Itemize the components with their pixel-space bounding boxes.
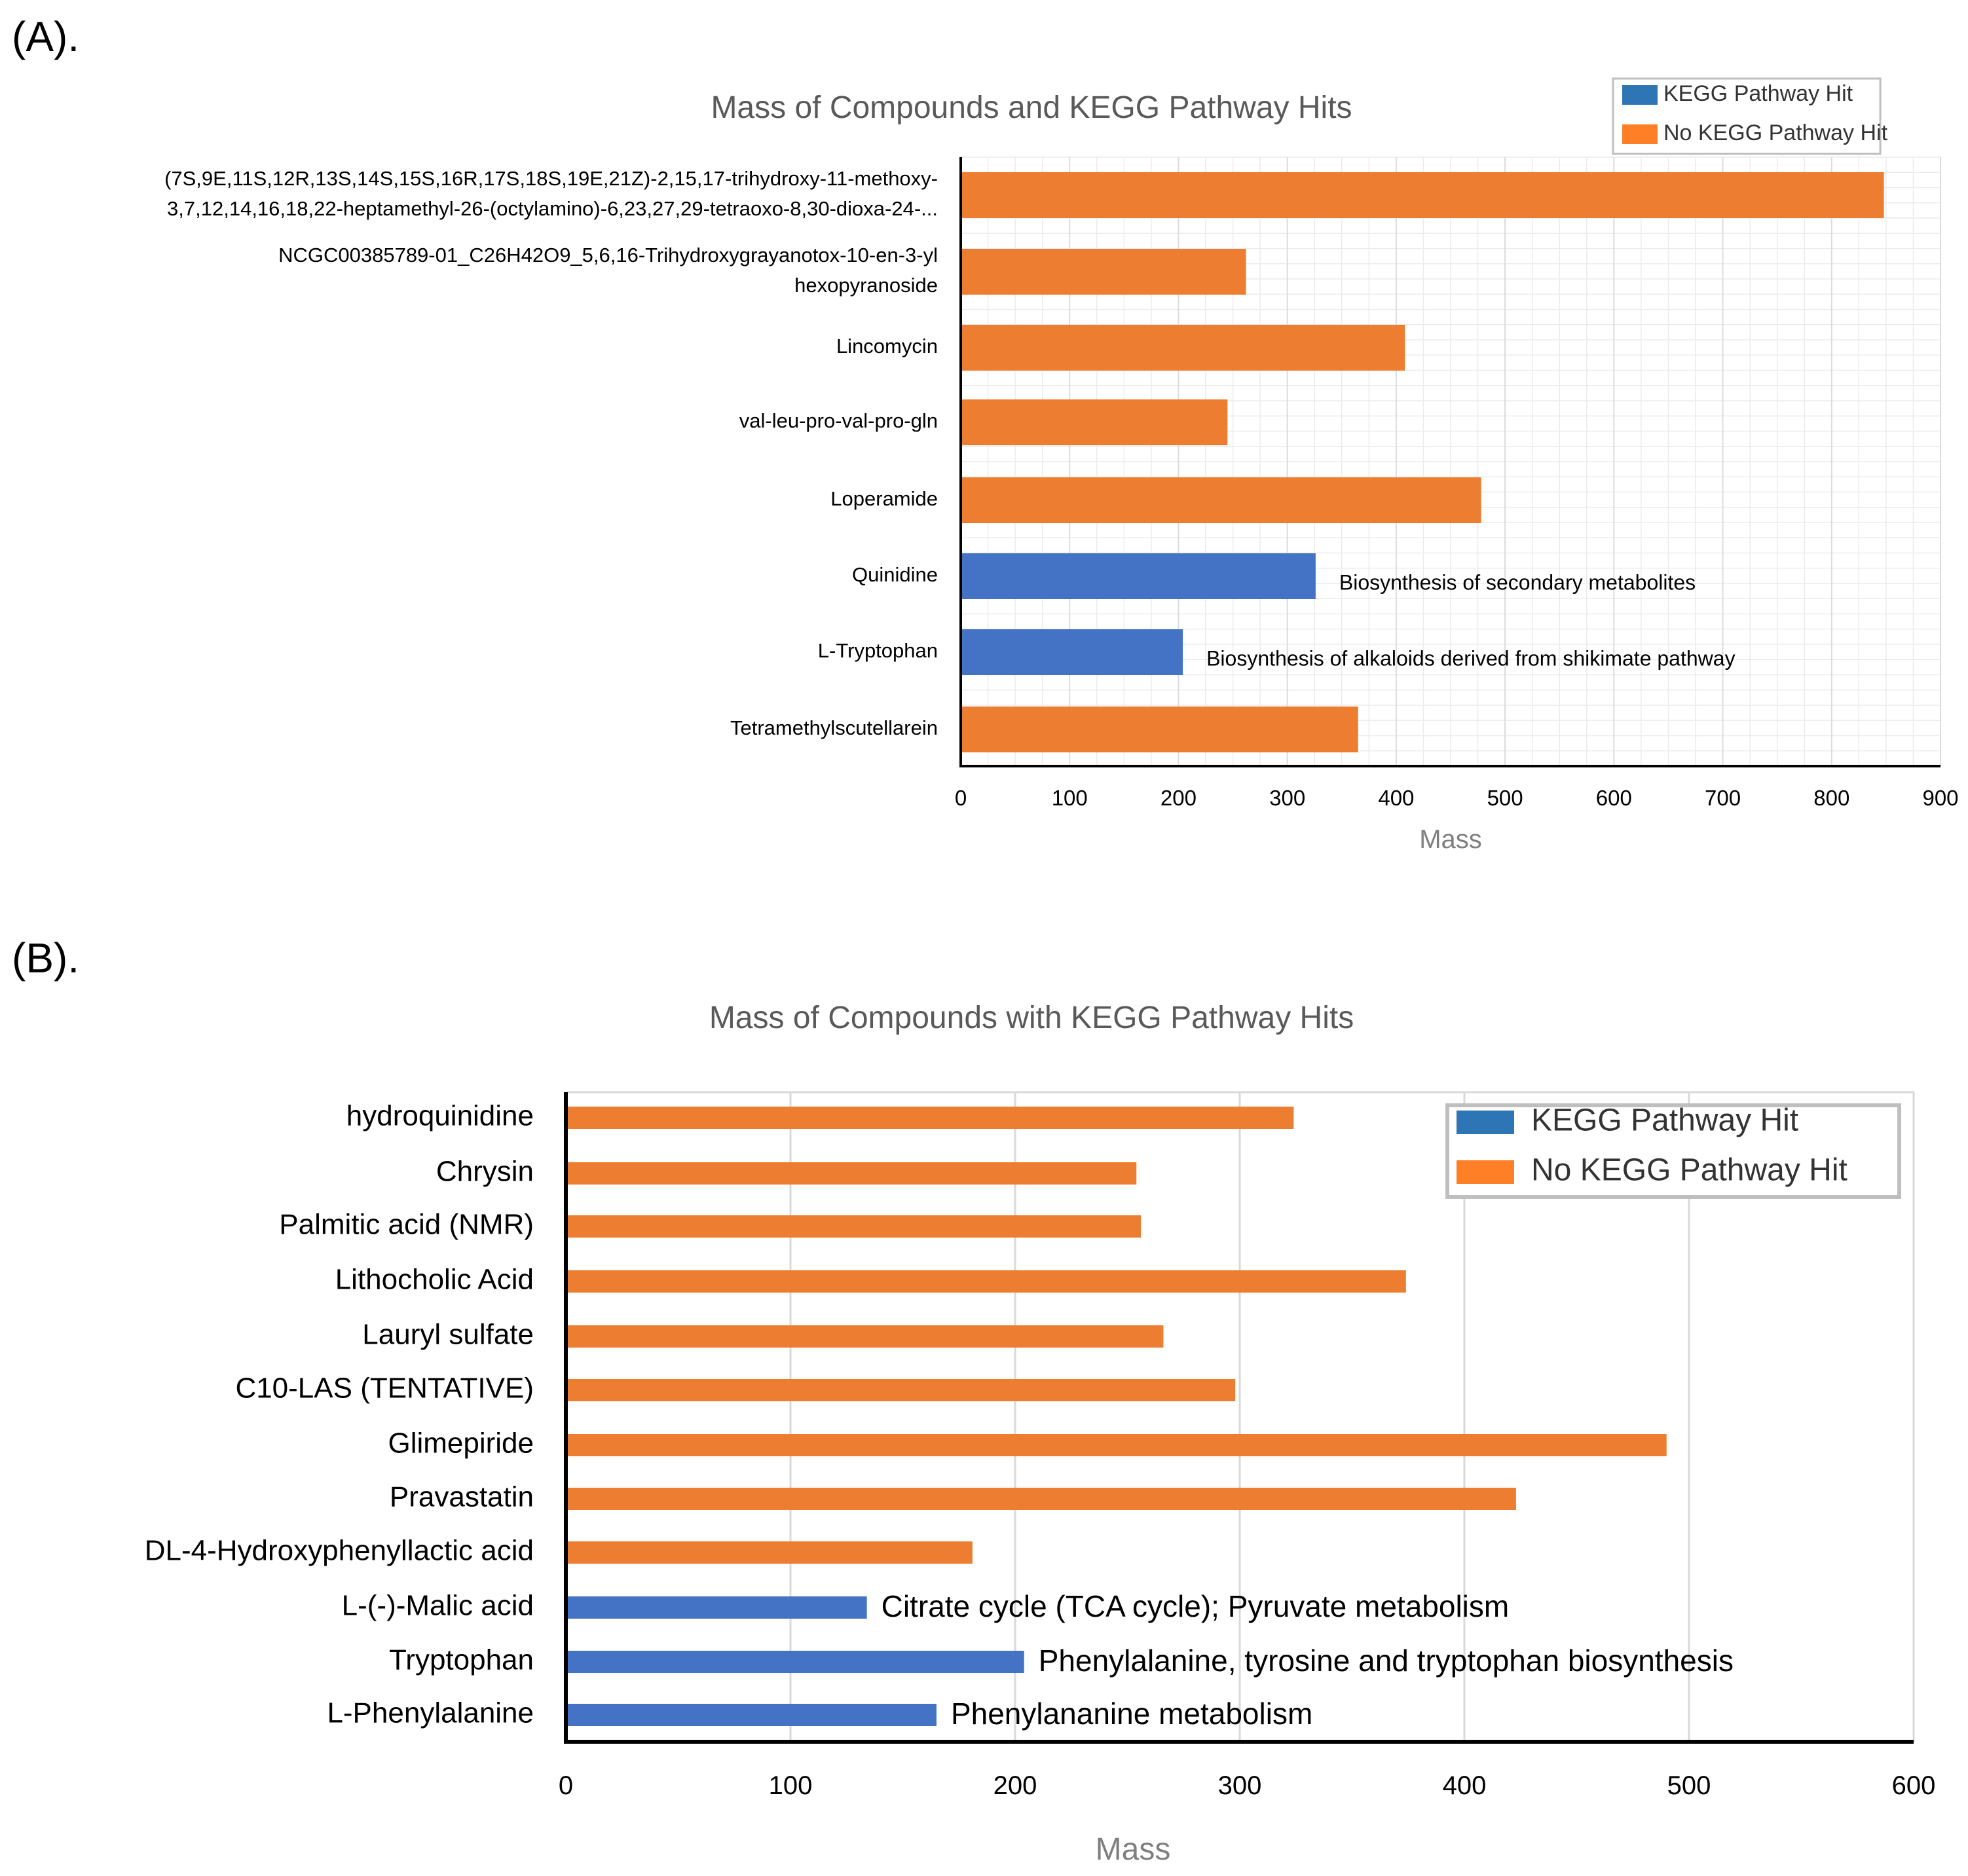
chart-panel-a: (A). Mass of Compounds and KEGG Pathway H… <box>12 13 1959 854</box>
data-annotation: Biosynthesis of secondary metabolites <box>1339 570 1696 594</box>
chart-title: Mass of Compounds with KEGG Pathway Hits <box>709 1001 1354 1035</box>
legend-label: No KEGG Pathway Hit <box>1663 120 1888 145</box>
x-axis-title: Mass <box>1419 825 1482 854</box>
data-annotation: Citrate cycle (TCA cycle); Pyruvate meta… <box>882 1589 1510 1623</box>
x-tick-label: 500 <box>1487 786 1523 810</box>
chart-panel-b: (B). Mass of Compounds with KEGG Pathway … <box>12 934 1935 1867</box>
bar <box>566 1704 937 1726</box>
category-label: Lithocholic Acid <box>335 1264 534 1296</box>
bar <box>566 1596 867 1619</box>
x-tick-label: 0 <box>955 786 967 810</box>
bar <box>961 399 1228 445</box>
bar <box>961 477 1481 523</box>
x-tick-label: 400 <box>1443 1771 1487 1800</box>
legend-swatch <box>1622 85 1658 105</box>
category-label: Quinidine <box>852 563 938 586</box>
legend-swatch <box>1622 124 1658 144</box>
data-annotation: Phenylalanine, tyrosine and tryptophan b… <box>1039 1644 1734 1678</box>
category-label: Chrysin <box>436 1156 534 1188</box>
bar <box>961 707 1358 752</box>
category-label: Glimepiride <box>388 1427 534 1460</box>
x-tick-label: 800 <box>1813 786 1849 810</box>
bar <box>566 1270 1406 1293</box>
bar <box>566 1488 1516 1510</box>
x-tick-label: 100 <box>1052 786 1088 810</box>
category-label: L-Phenylalanine <box>327 1697 534 1729</box>
bar <box>566 1379 1236 1401</box>
x-tick-label: 600 <box>1596 786 1632 810</box>
category-label: Tetramethylscutellarein <box>730 716 938 739</box>
category-label: val-leu-pro-val-pro-gln <box>739 409 938 432</box>
bar <box>566 1107 1294 1129</box>
legend-label: KEGG Pathway Hit <box>1663 81 1853 106</box>
bar <box>961 553 1316 599</box>
x-tick-label: 400 <box>1378 786 1414 810</box>
bar <box>566 1651 1024 1673</box>
data-annotation: Phenylananine metabolism <box>951 1697 1312 1731</box>
bar <box>961 325 1405 371</box>
x-axis-title: Mass <box>1096 1832 1171 1867</box>
x-tick-label: 300 <box>1269 786 1305 810</box>
x-tick-label: 500 <box>1667 1771 1711 1800</box>
bar <box>961 172 1884 218</box>
category-label: C10-LAS (TENTATIVE) <box>235 1372 534 1405</box>
category-label: Pravastatin <box>390 1481 534 1513</box>
category-label: Tryptophan <box>389 1644 534 1676</box>
category-label: Lauryl sulfate <box>362 1319 534 1351</box>
category-label: Palmitic acid (NMR) <box>279 1209 534 1241</box>
legend-swatch <box>1457 1111 1514 1134</box>
category-label: Loperamide <box>830 487 938 510</box>
legend-label: KEGG Pathway Hit <box>1531 1103 1798 1138</box>
bar <box>566 1162 1137 1185</box>
bar <box>566 1434 1667 1456</box>
legend: KEGG Pathway Hit No KEGG Pathway Hit <box>1445 1103 1901 1199</box>
legend: KEGG Pathway Hit No KEGG Pathway Hit <box>1612 77 1888 155</box>
x-tick-label: 300 <box>1218 1771 1262 1800</box>
category-label: hexopyranoside <box>794 274 938 297</box>
category-label: (7S,9E,11S,12R,13S,14S,15S,16R,17S,18S,1… <box>164 167 938 190</box>
legend-label: No KEGG Pathway Hit <box>1531 1153 1847 1188</box>
bar <box>566 1215 1142 1238</box>
category-label: 3,7,12,14,16,18,22-heptamethyl-26-(octyl… <box>167 197 938 220</box>
legend-box <box>1445 1103 1901 1199</box>
bar <box>961 249 1246 295</box>
x-tick-label: 0 <box>559 1771 573 1800</box>
x-tick-label: 900 <box>1922 786 1958 810</box>
x-tick-label: 600 <box>1892 1771 1936 1800</box>
x-tick-label: 200 <box>993 1771 1037 1800</box>
bar <box>566 1541 973 1564</box>
category-label: L-Tryptophan <box>818 639 938 662</box>
x-tick-label: 700 <box>1705 786 1741 810</box>
bar <box>961 629 1183 675</box>
category-label: NCGC00385789-01_C26H42O9_5,6,16-Trihydro… <box>278 244 938 267</box>
chart-title: Mass of Compounds and KEGG Pathway Hits <box>711 90 1352 125</box>
legend-swatch <box>1457 1160 1514 1184</box>
category-label: DL-4-Hydroxyphenyllactic acid <box>145 1535 534 1567</box>
x-tick-label: 100 <box>769 1771 813 1800</box>
data-annotation: Biosynthesis of alkaloids derived from s… <box>1206 646 1735 670</box>
category-label: L-(-)-Malic acid <box>342 1590 534 1622</box>
panel-label: (A). <box>12 13 79 60</box>
category-label: Lincomycin <box>836 335 938 358</box>
x-tick-label: 200 <box>1160 786 1197 810</box>
category-label: hydroquinidine <box>346 1100 534 1132</box>
bar <box>566 1325 1164 1348</box>
panel-label: (B). <box>12 934 79 982</box>
